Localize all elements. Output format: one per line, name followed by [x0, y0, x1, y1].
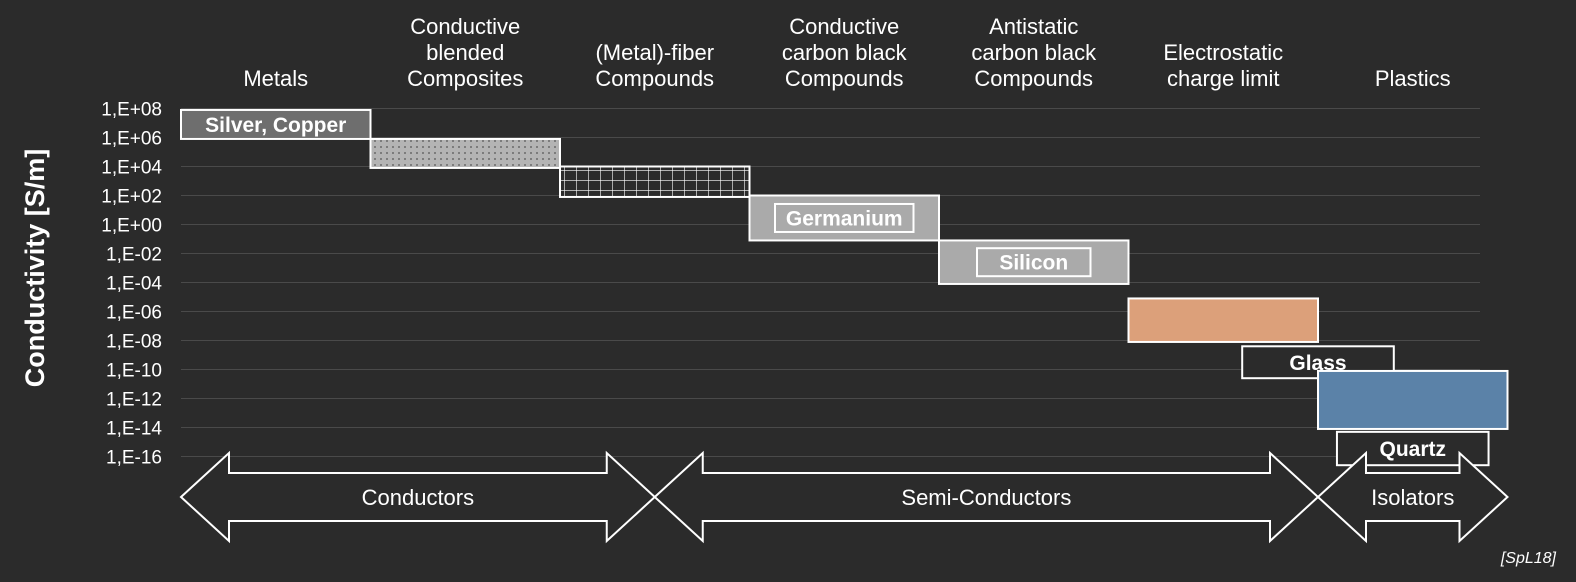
material-label: Germanium: [786, 207, 903, 230]
y-tick-label: 1,E+08: [101, 100, 162, 121]
y-tick-labels: 1,E+08 1,E+06 1,E+04 1,E+02 1,E+00 1,E-02 1,E-…: [101, 100, 162, 469]
class-label: Isolators: [1371, 485, 1454, 510]
category-label: Conductive: [410, 14, 520, 39]
source-citation: [SpL18]: [1500, 550, 1557, 567]
category-label: Compounds: [974, 66, 1093, 91]
y-tick-label: 1,E-08: [106, 332, 162, 353]
category-label: Compounds: [785, 66, 904, 91]
class-label: Conductors: [362, 485, 475, 510]
category-label: Composites: [407, 66, 523, 91]
y-tick-label: 1,E+06: [101, 129, 162, 150]
class-arrows: Conductors Semi-Conductors Isolators: [179, 450, 1509, 544]
category-label: Antistatic: [989, 14, 1078, 39]
class-arrow: [1316, 450, 1509, 544]
category-label: Electrostatic: [1163, 40, 1283, 65]
category-label: Compounds: [595, 66, 714, 91]
material-bar: [559, 165, 751, 198]
category-label: carbon black: [782, 40, 908, 65]
material-label: Glass: [1289, 352, 1346, 375]
y-tick-label: 1,E-04: [106, 274, 162, 295]
material-bar: [1127, 297, 1319, 343]
class-label: Semi-Conductors: [901, 485, 1071, 510]
material-label: Quartz: [1379, 438, 1446, 461]
category-label: (Metal)-fiber: [595, 40, 714, 65]
category-labels: MetalsConductiveblendedComposites(Metal)…: [243, 14, 1450, 91]
label-frame: [774, 202, 915, 233]
category-label: carbon black: [971, 40, 1097, 65]
material-bar: [369, 137, 561, 169]
category-label: charge limit: [1167, 66, 1279, 91]
y-tick-label: 1,E+04: [101, 158, 162, 179]
y-tick-label: 1,E+00: [101, 216, 162, 237]
y-tick-label: 1,E-10: [106, 361, 162, 382]
y-axis-label: Conductivity [S/m]: [20, 149, 50, 388]
category-label: Metals: [243, 66, 308, 91]
bars: Silver, Copper Germanium Silicon Glass Quart…: [180, 108, 1509, 467]
category-label: blended: [426, 40, 504, 65]
y-tick-label: 1,E-14: [106, 419, 162, 440]
label-frame: [976, 247, 1092, 278]
y-tick-label: 1,E-12: [106, 390, 162, 411]
y-tick-label: 1,E-06: [106, 303, 162, 324]
y-tick-label: 1,E-02: [106, 245, 162, 266]
y-tick-label: 1,E+02: [101, 187, 162, 208]
material-label: Silver, Copper: [205, 114, 346, 137]
category-label: Plastics: [1375, 66, 1451, 91]
category-label: Conductive: [789, 14, 899, 39]
material-bar: [1317, 369, 1509, 430]
material-label: Silicon: [999, 252, 1068, 275]
material-bar: [180, 108, 372, 140]
y-tick-label: 1,E-16: [106, 448, 162, 469]
